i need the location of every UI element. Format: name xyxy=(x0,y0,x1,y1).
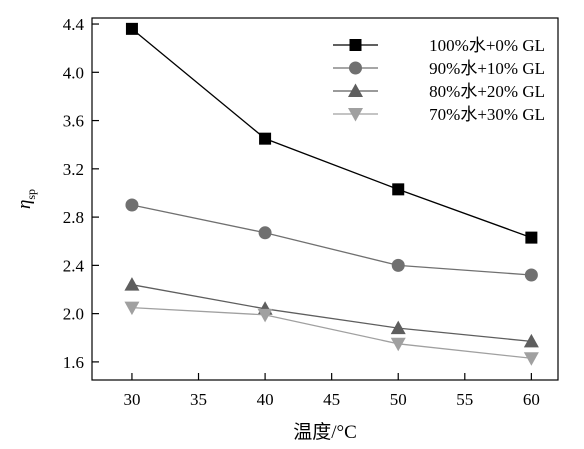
data-point xyxy=(524,268,538,282)
data-point xyxy=(392,183,405,196)
data-point xyxy=(257,308,273,323)
y-axis-label-main: η xyxy=(14,200,35,209)
series-line xyxy=(131,28,532,239)
legend-marker xyxy=(349,61,362,75)
legend-marker xyxy=(348,108,363,122)
data-point xyxy=(523,352,539,366)
series-3 xyxy=(124,277,539,348)
axes: 1.6 2.0 2.4 2.8 3.2 3.6 4.0 4.4 30 35 40 45 50 55 60 xyxy=(63,15,559,409)
data-point xyxy=(124,301,140,316)
x-tick-label: 35 xyxy=(190,390,207,409)
y-tick-label: 2.4 xyxy=(63,256,85,275)
data-point xyxy=(258,226,272,240)
y-tick-label: 3.6 xyxy=(63,112,84,131)
x-tick-label: 50 xyxy=(390,390,407,409)
data-point xyxy=(390,320,406,335)
y-axis-label: ηsp xyxy=(14,189,38,209)
data-point xyxy=(125,22,138,35)
data-point xyxy=(259,132,272,145)
y-tick-label: 4.4 xyxy=(63,15,85,34)
data-point xyxy=(391,258,405,272)
x-tick-label: 60 xyxy=(523,390,540,409)
legend-item-3: 80%水+20% GL xyxy=(333,82,545,101)
data-point xyxy=(125,198,139,212)
legend-item-1: 100%水+0% GL xyxy=(333,36,545,55)
series-layer xyxy=(124,22,539,366)
series-line xyxy=(131,306,532,359)
legend-label: 80%水+20% GL xyxy=(429,82,545,101)
legend-marker xyxy=(348,83,363,97)
series-line xyxy=(131,284,532,343)
data-point xyxy=(390,337,406,352)
legend-label: 100%水+0% GL xyxy=(429,36,545,55)
data-point xyxy=(525,231,538,244)
y-tick-label: 2.8 xyxy=(63,208,84,227)
x-tick-label: 45 xyxy=(323,390,340,409)
x-axis-label: 温度/°C xyxy=(293,421,357,443)
y-tick-label: 1.6 xyxy=(63,353,84,372)
series-4 xyxy=(124,301,539,366)
legend: 100%水+0% GL 90%水+10% GL 80%水+20% GL 70%水+30… xyxy=(333,36,545,124)
data-point xyxy=(124,277,140,291)
legend-marker xyxy=(349,39,362,51)
y-tick-label: 4.0 xyxy=(63,63,84,82)
y-tick-label: 3.2 xyxy=(63,160,84,179)
x-tick-label: 30 xyxy=(123,390,140,409)
legend-label: 90%水+10% GL xyxy=(429,59,545,78)
y-tick-label: 2.0 xyxy=(63,305,84,324)
y-axis-label-subscript: sp xyxy=(24,189,38,200)
x-tick-label: 40 xyxy=(257,390,274,409)
data-point xyxy=(523,333,539,348)
legend-item-2: 90%水+10% GL xyxy=(333,59,545,78)
series-2 xyxy=(125,198,538,282)
legend-item-4: 70%水+30% GL xyxy=(333,105,545,124)
series-1 xyxy=(125,22,538,244)
legend-label: 70%水+30% GL xyxy=(429,105,545,124)
plot-frame xyxy=(91,17,559,381)
series-line xyxy=(131,204,532,276)
x-tick-label: 55 xyxy=(456,390,473,409)
